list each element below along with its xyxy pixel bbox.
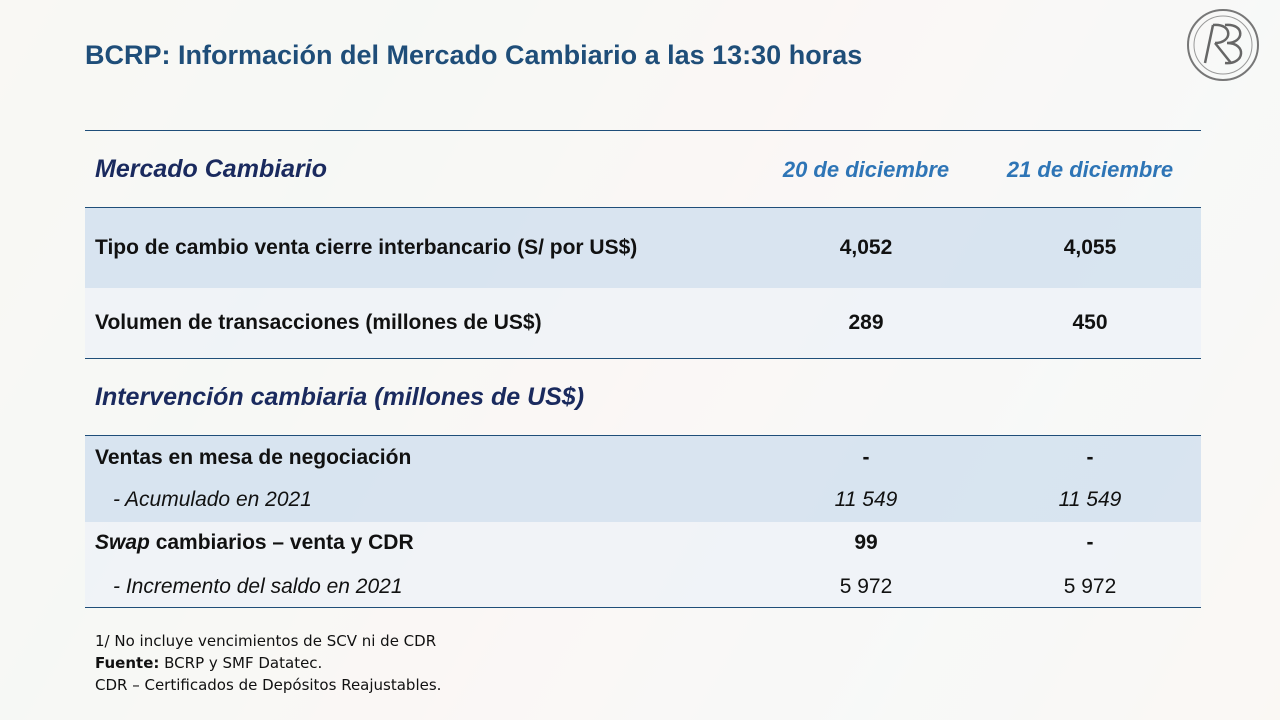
section-title: Mercado Cambiario <box>95 155 328 183</box>
note-part: Fuente: <box>95 654 160 672</box>
slide-title: BCRP: Información del Mercado Cambiario … <box>85 40 863 70</box>
column-header: 20 de diciembre <box>782 157 950 182</box>
label-part: cambiarios – venta y CDR <box>149 531 414 554</box>
row-label: Tipo de cambio venta cierre interbancari… <box>95 236 638 259</box>
cell: - <box>1086 446 1094 469</box>
cell: 4,055 <box>1063 236 1117 259</box>
rule <box>85 207 1201 208</box>
row-label: Volumen de transacciones (millones de US… <box>95 311 542 334</box>
rule <box>85 435 1201 436</box>
label-part: Swap <box>95 531 150 554</box>
cell: 99 <box>854 531 878 554</box>
cell: 11 549 <box>834 488 898 511</box>
column-header: 21 de diciembre <box>1006 157 1174 182</box>
cell: - <box>1086 531 1094 554</box>
cell: 5 972 <box>1063 575 1117 598</box>
row-label: Ventas en mesa de negociación <box>95 446 412 469</box>
row-label: - Incremento del saldo en 2021 <box>113 575 403 598</box>
rule <box>85 607 1201 608</box>
footnote: 1/ No incluye vencimientos de SCV ni de … <box>95 632 437 650</box>
footnote: CDR – Certificados de Depósitos Reajusta… <box>95 676 442 694</box>
row-label: Swap cambiarios – venta y CDR <box>95 531 414 555</box>
cell: 4,052 <box>839 236 893 259</box>
cell: 450 <box>1072 311 1108 334</box>
note-part: BCRP y SMF Datatec. <box>159 654 323 672</box>
row-band <box>85 288 1201 358</box>
cell: 5 972 <box>839 575 893 598</box>
section-title: Intervención cambiaria (millones de US$) <box>95 383 585 411</box>
row-label: - Acumulado en 2021 <box>113 488 312 511</box>
footnote: Fuente: BCRP y SMF Datatec. <box>95 654 322 672</box>
cell: 289 <box>848 311 884 334</box>
cell: - <box>862 446 870 469</box>
cell: 11 549 <box>1058 488 1122 511</box>
rule <box>85 358 1201 359</box>
logo <box>1187 9 1259 81</box>
row-band <box>85 208 1201 288</box>
row-band <box>85 522 1201 607</box>
rule <box>85 130 1201 131</box>
row-band <box>85 436 1201 522</box>
